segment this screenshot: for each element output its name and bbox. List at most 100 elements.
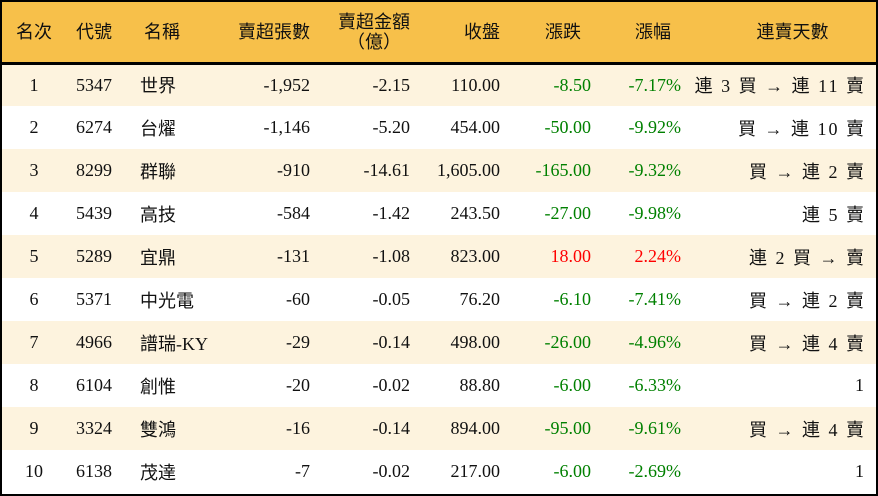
table-row[interactable]: 9 3324 雙鴻 -16 -0.14 894.00 -95.00 -9.61%… <box>2 407 876 450</box>
cell-net-sell-amount: -0.02 <box>372 375 411 395</box>
table-row[interactable]: 10 6138 茂達 -7 -0.02 217.00 -6.00 -2.69% … <box>2 450 876 493</box>
cell-code[interactable]: 4966 <box>76 332 112 352</box>
cell-code[interactable]: 6138 <box>76 461 112 481</box>
cell-name[interactable]: 台燿 <box>140 118 176 139</box>
cell-rank: 2 <box>29 117 39 137</box>
table-row[interactable]: 4 5439 高技 -584 -1.42 243.50 -27.00 -9.98… <box>2 192 876 235</box>
cell-change: -50.00 <box>544 117 592 137</box>
cell-change-pct: -9.92% <box>628 117 682 137</box>
cell-change-pct: -6.33% <box>628 375 682 395</box>
cell-code[interactable]: 6274 <box>76 117 112 137</box>
header-close[interactable]: 收盤 <box>418 2 508 65</box>
cell-net-sell-lots: -16 <box>286 418 310 438</box>
cell-rank: 6 <box>29 289 39 309</box>
cell-name[interactable]: 創惟 <box>140 376 176 397</box>
cell-net-sell-amount: -5.20 <box>372 117 411 137</box>
cell-rank: 8 <box>29 375 39 395</box>
cell-close: 88.80 <box>459 375 501 395</box>
header-net-sell-amount-line2: （億） <box>347 31 401 52</box>
cell-close: 1,605.00 <box>437 160 500 180</box>
table-row[interactable]: 1 5347 世界 -1,952 -2.15 110.00 -8.50 -7.1… <box>2 63 876 106</box>
cell-net-sell-lots: -584 <box>277 203 310 223</box>
header-name[interactable]: 名稱 <box>128 2 218 65</box>
cell-name[interactable]: 高技 <box>140 204 176 225</box>
cell-change-pct: -9.98% <box>628 203 682 223</box>
cell-change: -8.50 <box>553 74 592 95</box>
table-row[interactable]: 8 6104 創惟 -20 -0.02 88.80 -6.00 -6.33% 1 <box>2 364 876 407</box>
cell-change: -26.00 <box>544 332 592 352</box>
cell-name[interactable]: 茂達 <box>140 462 176 483</box>
cell-sell-streak: 買 → 連 10 賣 <box>738 118 866 139</box>
cell-change: -165.00 <box>535 160 592 180</box>
header-change-pct[interactable]: 漲幅 <box>599 2 689 65</box>
cell-net-sell-lots: -131 <box>277 246 310 266</box>
header-net-sell-amount[interactable]: 賣超金額 （億） <box>318 2 418 65</box>
cell-rank: 4 <box>29 203 39 223</box>
table-row[interactable]: 2 6274 台燿 -1,146 -5.20 454.00 -50.00 -9.… <box>2 106 876 149</box>
cell-name[interactable]: 世界 <box>140 76 176 97</box>
cell-close: 243.50 <box>450 203 501 223</box>
cell-name[interactable]: 譜瑞-KY <box>140 333 208 354</box>
table-row[interactable]: 3 8299 群聯 -910 -14.61 1,605.00 -165.00 -… <box>2 149 876 192</box>
cell-sell-streak: 買 → 連 2 賣 <box>749 161 866 182</box>
cell-change-pct: -2.69% <box>628 461 682 481</box>
cell-sell-streak: 買 → 連 4 賣 <box>749 333 866 354</box>
cell-rank: 5 <box>29 246 39 266</box>
cell-rank: 9 <box>29 418 39 438</box>
cell-code[interactable]: 5371 <box>76 289 112 309</box>
cell-net-sell-amount: -0.02 <box>372 461 411 481</box>
cell-name[interactable]: 群聯 <box>140 161 176 182</box>
cell-sell-streak: 連 2 買 → 賣 <box>749 247 866 268</box>
cell-close: 76.20 <box>459 289 501 309</box>
cell-name[interactable]: 宜鼎 <box>140 247 176 268</box>
cell-sell-streak: 買 → 連 4 賣 <box>749 419 866 440</box>
header-net-sell-lots[interactable]: 賣超張數 <box>218 2 318 65</box>
cell-code[interactable]: 8299 <box>76 160 112 180</box>
cell-sell-streak: 買 → 連 2 賣 <box>749 290 866 311</box>
cell-code[interactable]: 5347 <box>76 74 112 95</box>
cell-close: 894.00 <box>450 418 501 438</box>
cell-net-sell-amount: -0.14 <box>372 418 411 438</box>
cell-change: -6.00 <box>553 461 592 481</box>
cell-change-pct: -9.61% <box>628 418 682 438</box>
cell-sell-streak: 1 <box>855 375 866 395</box>
cell-rank: 7 <box>29 332 39 352</box>
cell-close: 823.00 <box>450 246 501 266</box>
cell-close: 217.00 <box>450 461 501 481</box>
cell-rank: 3 <box>29 160 39 180</box>
cell-change-pct: 2.24% <box>634 246 682 266</box>
cell-code[interactable]: 5439 <box>76 203 112 223</box>
cell-net-sell-lots: -60 <box>286 289 310 309</box>
cell-net-sell-amount: -0.05 <box>372 289 411 309</box>
cell-close: 110.00 <box>451 74 500 95</box>
header-rank[interactable]: 名次 <box>2 2 66 65</box>
cell-net-sell-lots: -7 <box>295 461 310 481</box>
cell-change-pct: -7.17% <box>628 74 682 95</box>
cell-sell-streak: 連 5 賣 <box>802 204 866 225</box>
table-row[interactable]: 7 4966 譜瑞-KY -29 -0.14 498.00 -26.00 -4.… <box>2 321 876 364</box>
table-row[interactable]: 5 5289 宜鼎 -131 -1.08 823.00 18.00 2.24% … <box>2 235 876 278</box>
cell-net-sell-lots: -1,952 <box>263 74 311 95</box>
header-net-sell-amount-line1: 賣超金額 <box>338 11 410 32</box>
cell-net-sell-lots: -910 <box>277 160 310 180</box>
cell-code[interactable]: 3324 <box>76 418 112 438</box>
table-row[interactable]: 6 5371 中光電 -60 -0.05 76.20 -6.10 -7.41% … <box>2 278 876 321</box>
cell-code[interactable]: 6104 <box>76 375 112 395</box>
table-body: 1 5347 世界 -1,952 -2.15 110.00 -8.50 -7.1… <box>2 63 876 493</box>
cell-close: 454.00 <box>450 117 501 137</box>
cell-name[interactable]: 雙鴻 <box>140 419 176 440</box>
cell-net-sell-amount: -2.15 <box>372 74 411 95</box>
cell-change-pct: -7.41% <box>628 289 682 309</box>
header-code[interactable]: 代號 <box>66 2 128 65</box>
cell-change-pct: -9.32% <box>628 160 682 180</box>
cell-net-sell-amount: -14.61 <box>363 160 411 180</box>
header-change[interactable]: 漲跌 <box>508 2 599 65</box>
cell-name[interactable]: 中光電 <box>140 290 194 311</box>
header-net-sell-amount-label: 賣超金額 （億） <box>338 12 410 52</box>
header-sell-streak[interactable]: 連賣天數 <box>689 2 876 65</box>
cell-change: -95.00 <box>544 418 592 438</box>
cell-code[interactable]: 5289 <box>76 246 112 266</box>
cell-net-sell-lots: -1,146 <box>263 117 311 137</box>
